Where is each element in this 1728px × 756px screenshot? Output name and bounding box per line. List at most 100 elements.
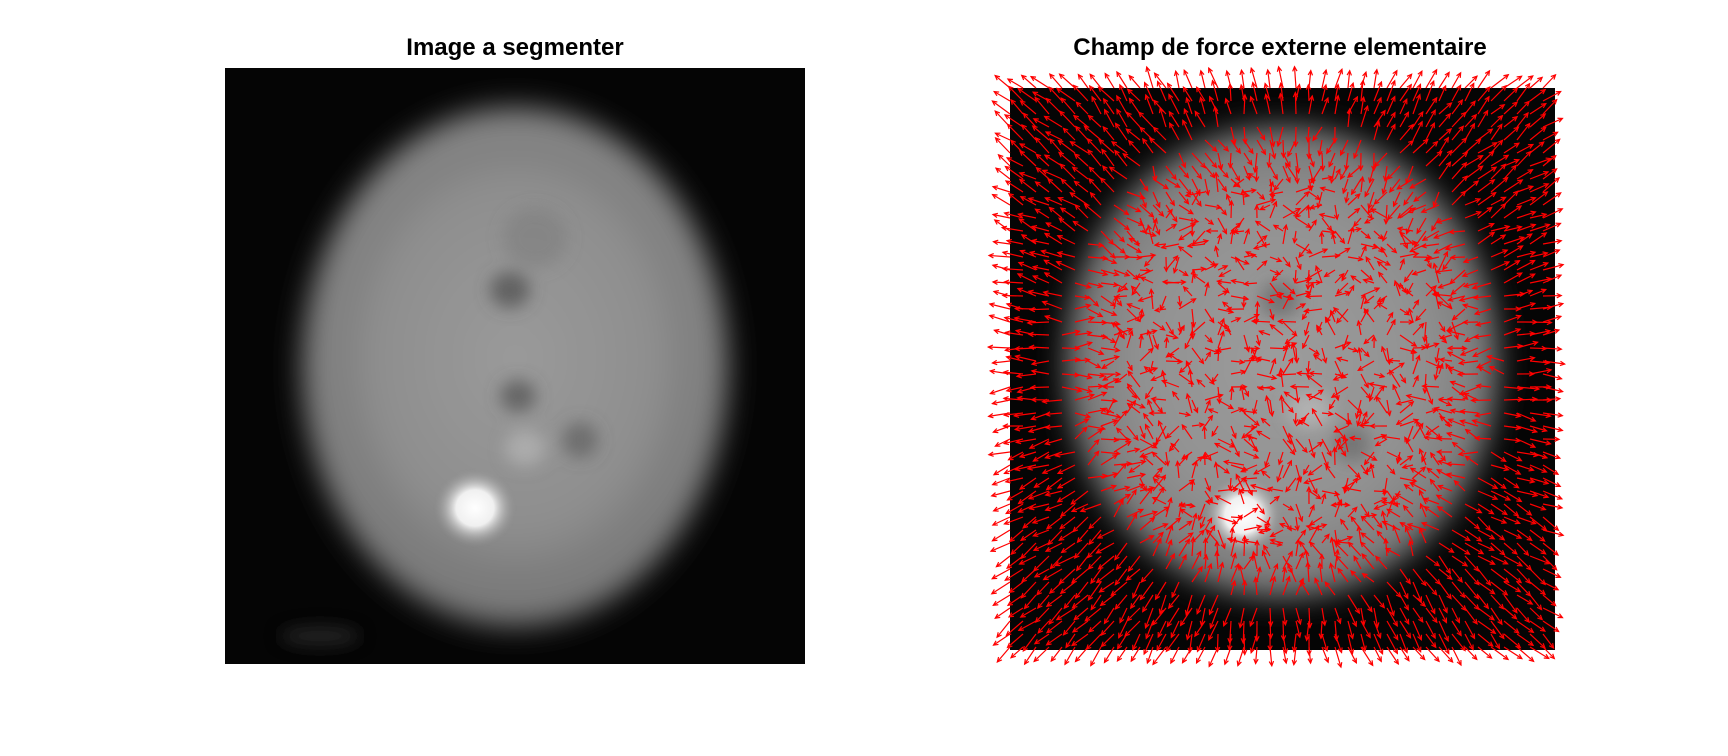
force-arrows (986, 65, 1567, 669)
force-arrow (1436, 505, 1453, 518)
force-arrow (1321, 347, 1328, 364)
force-arrow (1263, 93, 1271, 115)
force-arrow (1412, 110, 1424, 128)
force-arrow (1152, 178, 1170, 190)
force-arrow (1229, 228, 1236, 245)
force-arrow (1321, 96, 1330, 115)
force-arrow (1516, 425, 1539, 434)
force-arrow (1256, 373, 1278, 381)
force-arrow (1126, 508, 1145, 518)
force-arrow (1321, 411, 1335, 417)
force-arrow (1399, 251, 1420, 258)
force-arrow (1542, 360, 1567, 367)
force-arrow (1295, 503, 1304, 523)
force-arrow (1393, 279, 1401, 297)
force-arrow (1282, 165, 1291, 184)
force-arrow (1376, 260, 1388, 271)
force-arrow (1100, 378, 1120, 388)
force-arrow (1438, 112, 1452, 128)
force-arrow (1022, 516, 1037, 529)
force-arrow (1435, 494, 1453, 505)
force-arrow (1425, 555, 1441, 567)
force-arrow (1438, 357, 1453, 363)
force-arrow (1347, 207, 1361, 219)
force-arrow (1503, 115, 1519, 128)
force-arrow (1361, 553, 1375, 570)
force-arrow (1412, 70, 1423, 89)
force-arrow (1486, 354, 1505, 362)
force-arrow (1230, 191, 1251, 198)
force-arrow (1276, 126, 1284, 148)
force-arrow (1254, 300, 1261, 323)
force-arrow (1113, 440, 1132, 453)
force-arrow (1363, 334, 1375, 345)
force-arrow (1334, 247, 1351, 258)
force-arrow (1287, 562, 1297, 583)
force-arrow (1307, 646, 1313, 665)
bright-spot (1203, 475, 1283, 555)
force-arrow (1459, 419, 1479, 427)
force-arrow (1166, 607, 1180, 628)
force-arrow (1282, 293, 1292, 310)
force-arrow (1252, 399, 1258, 415)
force-arrow (1516, 150, 1532, 167)
force-arrow (1451, 581, 1466, 599)
force-arrow (1110, 140, 1128, 154)
force-arrow (1439, 334, 1453, 340)
force-arrow (1363, 295, 1375, 305)
force-arrow (1346, 107, 1353, 128)
force-arrow (1059, 503, 1076, 518)
force-arrow (1412, 607, 1424, 623)
force-arrow (1269, 323, 1284, 336)
force-arrow (1018, 143, 1037, 154)
force-arrow (1432, 262, 1440, 284)
force-arrow (1242, 93, 1248, 115)
force-arrow (1292, 412, 1299, 426)
force-arrow (1529, 646, 1550, 660)
force-arrow (1113, 329, 1122, 349)
force-arrow (1034, 208, 1050, 219)
force-arrow (1139, 347, 1154, 362)
force-arrow (1010, 542, 1024, 556)
force-arrow (1269, 357, 1277, 375)
force-arrow (1292, 269, 1299, 285)
force-arrow (1295, 370, 1310, 377)
force-arrow (1100, 308, 1118, 317)
force-arrow (1195, 646, 1206, 665)
force-arrow (1062, 127, 1076, 141)
force-arrow (1384, 547, 1401, 557)
force-arrow (1503, 503, 1520, 517)
force-arrow (1047, 178, 1063, 193)
force-arrow (1308, 504, 1315, 518)
force-arrow (1278, 522, 1297, 531)
force-arrow (1229, 386, 1235, 401)
force-arrow (1216, 279, 1232, 285)
force-arrow (1472, 294, 1492, 301)
force-arrow (1373, 152, 1388, 168)
force-arrow (1542, 302, 1565, 310)
force-arrow (1269, 529, 1284, 537)
force-arrow (1118, 620, 1128, 639)
force-arrow (1303, 464, 1310, 476)
force-arrow (1542, 633, 1555, 650)
force-arrow (1044, 197, 1063, 206)
force-arrow (1425, 581, 1438, 596)
force-arrow (1438, 362, 1444, 375)
force-arrow (1386, 498, 1394, 518)
force-arrow (995, 555, 1011, 568)
force-arrow (1056, 235, 1076, 245)
force-arrow (1060, 178, 1076, 193)
force-arrow (1464, 138, 1482, 154)
force-arrow (1342, 178, 1349, 195)
force-arrow (1503, 568, 1523, 584)
force-arrow (1230, 536, 1237, 557)
force-arrow (1421, 383, 1440, 390)
force-arrow (1001, 292, 1024, 299)
force-arrow (1334, 94, 1341, 115)
force-arrow (1116, 108, 1128, 128)
force-arrow (1516, 250, 1537, 258)
force-arrow (1275, 372, 1297, 378)
force-arrow (1438, 127, 1453, 141)
force-arrow (1048, 86, 1063, 102)
force-arrow (1318, 212, 1336, 219)
